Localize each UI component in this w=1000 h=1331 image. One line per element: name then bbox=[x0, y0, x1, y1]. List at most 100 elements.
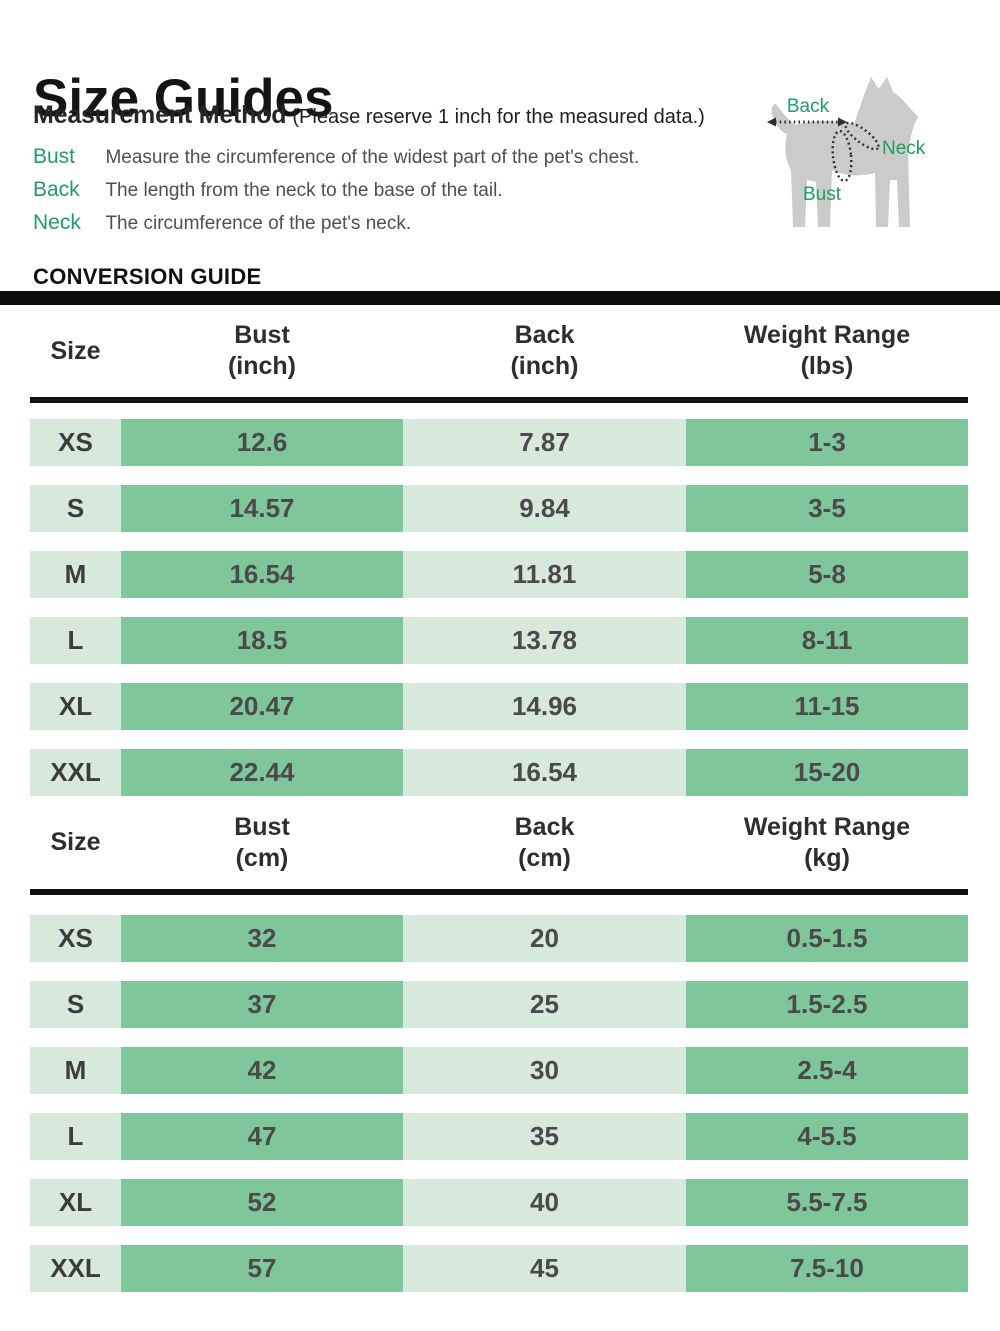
back-cell: 45 bbox=[403, 1245, 686, 1292]
size-cell: M bbox=[30, 551, 121, 598]
header-divider-rule bbox=[30, 889, 968, 895]
definition-description: The length from the neck to the base of … bbox=[105, 180, 503, 201]
weight-cell: 4-5.5 bbox=[686, 1113, 968, 1160]
bust-cell: 32 bbox=[121, 915, 403, 962]
measurement-method-note: (Please reserve 1 inch for the measured … bbox=[292, 106, 705, 128]
back-cell: 35 bbox=[403, 1113, 686, 1160]
table-row-xs: XS 32 20 0.5-1.5 bbox=[30, 915, 968, 962]
measurement-method-heading: Measurement Method bbox=[33, 101, 287, 129]
table-row-l: L 18.5 13.78 8-11 bbox=[30, 617, 968, 664]
column-unit: (inch) bbox=[227, 352, 297, 380]
back-cell: 11.81 bbox=[403, 551, 686, 598]
table-row-xl: XL 20.47 14.96 11-15 bbox=[30, 683, 968, 730]
table-header-row: Size Bust (inch) Back (inch) Weight Rang… bbox=[30, 305, 968, 397]
size-cell: S bbox=[30, 485, 121, 532]
column-header-weight: Weight Range (lbs) bbox=[686, 305, 968, 397]
back-arrowhead-left bbox=[767, 117, 776, 127]
column-label: Size bbox=[50, 336, 101, 365]
back-diagram-label: Back bbox=[787, 96, 830, 117]
column-header-back: Back (inch) bbox=[403, 305, 686, 397]
table-row-m: M 16.54 11.81 5-8 bbox=[30, 551, 968, 598]
bust-cell: 57 bbox=[121, 1245, 403, 1292]
table-row-l: L 47 35 4-5.5 bbox=[30, 1113, 968, 1160]
measurement-method-line: Measurement Method (Please reserve 1 inch… bbox=[33, 101, 705, 130]
weight-cell: 15-20 bbox=[686, 749, 968, 796]
back-arrowhead-right bbox=[838, 117, 847, 127]
dog-silhouette-image bbox=[771, 77, 918, 227]
size-cell: XL bbox=[30, 683, 121, 730]
definition-description: The circumference of the pet's neck. bbox=[105, 213, 412, 234]
column-unit: (kg) bbox=[804, 843, 850, 872]
column-unit: (cm) bbox=[518, 843, 571, 872]
weight-cell: 8-11 bbox=[686, 617, 968, 664]
column-label: Weight Range bbox=[743, 321, 911, 349]
weight-cell: 0.5-1.5 bbox=[686, 915, 968, 962]
column-header-size: Size bbox=[30, 796, 121, 889]
size-table-inch: Size Bust (inch) Back (inch) Weight Rang… bbox=[30, 305, 968, 796]
back-cell: 9.84 bbox=[403, 485, 686, 532]
size-cell: XXL bbox=[30, 1245, 121, 1292]
bust-cell: 16.54 bbox=[121, 551, 403, 598]
back-cell: 40 bbox=[403, 1179, 686, 1226]
column-header-bust: Bust (inch) bbox=[121, 305, 403, 397]
size-cell: L bbox=[30, 617, 121, 664]
bust-cell: 20.47 bbox=[121, 683, 403, 730]
definition-description: Measure the circumference of the widest … bbox=[105, 147, 640, 168]
definition-neck: Neck The circumference of the pet's neck… bbox=[33, 206, 639, 239]
bust-diagram-label: Bust bbox=[803, 184, 842, 205]
table-row-xs: XS 12.6 7.87 1-3 bbox=[30, 419, 968, 466]
size-cell: XXL bbox=[30, 749, 121, 796]
bust-cell: 12.6 bbox=[121, 419, 403, 466]
column-label: Size bbox=[50, 828, 101, 856]
neck-diagram-label: Neck bbox=[882, 138, 926, 159]
column-label: Back bbox=[514, 321, 575, 349]
definition-term: Neck bbox=[33, 211, 81, 234]
size-cell: XL bbox=[30, 1179, 121, 1226]
column-unit: (inch) bbox=[510, 352, 579, 380]
table-row-xl: XL 52 40 5.5-7.5 bbox=[30, 1179, 968, 1226]
bust-measure-ellipse bbox=[831, 129, 853, 183]
definition-term: Bust bbox=[33, 145, 76, 168]
column-header-bust: Bust (cm) bbox=[121, 796, 403, 889]
table-row-s: S 14.57 9.84 3-5 bbox=[30, 485, 968, 532]
dog-measurement-diagram: Back Neck Bust bbox=[767, 77, 926, 227]
size-cell: L bbox=[30, 1113, 121, 1160]
weight-cell: 7.5-10 bbox=[686, 1245, 968, 1292]
weight-cell: 2.5-4 bbox=[686, 1047, 968, 1094]
back-cell: 7.87 bbox=[403, 419, 686, 466]
weight-cell: 1.5-2.5 bbox=[686, 981, 968, 1028]
column-header-back: Back (cm) bbox=[403, 796, 686, 889]
back-cell: 14.96 bbox=[403, 683, 686, 730]
size-cell: XS bbox=[30, 915, 121, 962]
measurement-definitions: Bust Measure the circumference of the wi… bbox=[33, 140, 639, 239]
column-header-size: Size bbox=[30, 305, 121, 397]
back-cell: 20 bbox=[403, 915, 686, 962]
size-table-cm: Size Bust (cm) Back (cm) Weight Range (k… bbox=[30, 796, 968, 1292]
bust-cell: 22.44 bbox=[121, 749, 403, 796]
conversion-guide-heading: CONVERSION GUIDE bbox=[33, 264, 262, 290]
column-unit: (lbs) bbox=[800, 352, 854, 380]
column-label: Bust bbox=[234, 812, 290, 841]
bust-cell: 47 bbox=[121, 1113, 403, 1160]
back-cell: 13.78 bbox=[403, 617, 686, 664]
bust-cell: 37 bbox=[121, 981, 403, 1028]
column-label: Bust bbox=[234, 321, 290, 349]
table-row-s: S 37 25 1.5-2.5 bbox=[30, 981, 968, 1028]
table-row-xxl: XXL 57 45 7.5-10 bbox=[30, 1245, 968, 1292]
back-cell: 25 bbox=[403, 981, 686, 1028]
size-cell: S bbox=[30, 981, 121, 1028]
weight-cell: 5.5-7.5 bbox=[686, 1179, 968, 1226]
back-cell: 30 bbox=[403, 1047, 686, 1094]
column-unit: (cm) bbox=[235, 843, 289, 872]
column-label: Weight Range bbox=[743, 812, 911, 841]
page-title: Size Guides bbox=[33, 68, 334, 128]
bust-cell: 42 bbox=[121, 1047, 403, 1094]
divider-bar bbox=[0, 291, 1000, 305]
column-header-weight: Weight Range (kg) bbox=[686, 796, 968, 889]
weight-cell: 3-5 bbox=[686, 485, 968, 532]
definition-term: Back bbox=[33, 178, 80, 201]
weight-cell: 1-3 bbox=[686, 419, 968, 466]
size-cell: XS bbox=[30, 419, 121, 466]
definition-back: Back The length from the neck to the bas… bbox=[33, 173, 639, 206]
